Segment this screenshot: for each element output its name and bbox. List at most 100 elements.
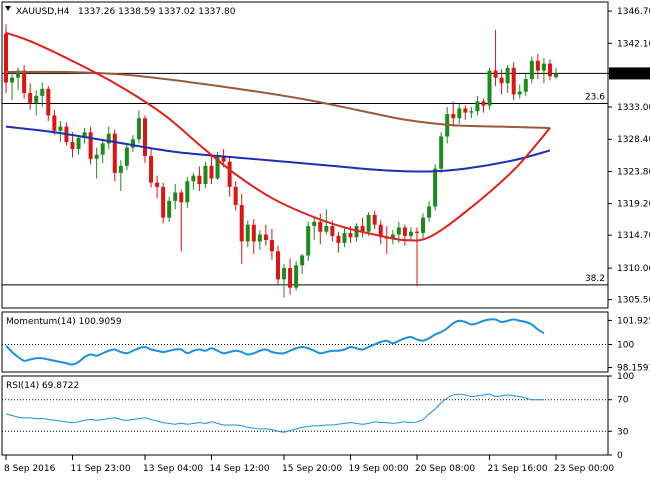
candle-body xyxy=(324,226,329,232)
price-tick-label: 1323.80 xyxy=(617,167,650,177)
candle-body xyxy=(554,73,558,78)
candle-body xyxy=(427,206,432,218)
momentum-line xyxy=(5,318,545,366)
candle-body xyxy=(348,233,353,238)
fib-level-label: 38.2 xyxy=(585,274,605,284)
candle-body xyxy=(312,221,317,227)
price-tick-label: 1319.20 xyxy=(617,200,650,210)
candle-body xyxy=(221,156,226,162)
candle-body xyxy=(149,156,154,183)
time-tick-label: 19 Sep 00:00 xyxy=(349,464,409,474)
candle-body xyxy=(300,255,305,266)
price-tick-label: 1346.70 xyxy=(617,7,650,17)
candle-body xyxy=(505,67,510,84)
candle-body xyxy=(263,234,268,241)
candle-body xyxy=(451,114,456,119)
rsi-tick-label: 70 xyxy=(617,396,629,406)
candle-body xyxy=(155,182,160,187)
candle-body xyxy=(239,205,244,242)
candle-body xyxy=(457,108,462,119)
candle-body xyxy=(372,214,377,225)
candle-body xyxy=(4,33,8,83)
candle-body xyxy=(10,77,15,83)
time-tick-label: 8 Sep 2016 xyxy=(4,464,56,474)
price-panel: 23.6 38.2 xyxy=(2,24,608,298)
candle-body xyxy=(330,226,335,236)
price-panel-frame xyxy=(1,1,609,309)
candle-body xyxy=(511,67,516,95)
sma-100-line xyxy=(5,125,551,173)
time-tick-label: 14 Sep 12:00 xyxy=(209,464,269,474)
symbol-header: XAUUSD,H4 xyxy=(16,7,70,17)
candle-body xyxy=(481,101,486,106)
rsi-panel-frame xyxy=(1,375,609,456)
candle-body xyxy=(58,126,63,131)
candle-body xyxy=(499,77,504,84)
candle-body xyxy=(463,108,468,113)
candle-body xyxy=(251,224,256,242)
candle-body xyxy=(360,226,365,232)
candle-body xyxy=(82,132,87,138)
candle-body xyxy=(179,192,184,203)
candle-body xyxy=(275,251,280,280)
candle-body xyxy=(88,132,93,159)
momentum-title: Momentum(14) 100.9059 xyxy=(6,317,122,327)
sma-200-line xyxy=(5,70,550,130)
sma-20-line xyxy=(5,31,551,242)
candle-body xyxy=(124,147,129,166)
candle-body xyxy=(209,165,214,179)
candle-body xyxy=(52,115,57,131)
candle-body xyxy=(34,95,39,103)
price-tick-label: 1314.70 xyxy=(617,231,650,241)
candle-body xyxy=(408,231,413,236)
candle-body xyxy=(342,233,347,243)
candle-body xyxy=(523,79,528,92)
candle-body xyxy=(475,101,480,112)
candle-body xyxy=(46,88,51,116)
rsi-tick-label: 100 xyxy=(617,372,634,382)
rsi-title: RSI(14) 69.8722 xyxy=(6,381,79,391)
candle-body xyxy=(288,268,293,288)
time-tick-label: 15 Sep 20:00 xyxy=(282,464,342,474)
candle-body xyxy=(40,88,45,96)
candle-body xyxy=(16,70,21,78)
candle-body xyxy=(294,265,299,288)
fib-level-label: 23.6 xyxy=(585,93,605,103)
candle-body xyxy=(354,226,359,238)
candle-body xyxy=(227,161,232,187)
candle-body xyxy=(487,70,492,106)
candle-body xyxy=(233,186,238,206)
candle-body xyxy=(439,136,444,169)
candle-body xyxy=(336,235,341,243)
momentum-tick-label: 100 xyxy=(617,341,634,351)
candle-body xyxy=(112,133,117,173)
price-tick-label: 1342.10 xyxy=(617,39,650,49)
candle-body xyxy=(130,139,135,148)
collapse-triangle-icon[interactable] xyxy=(5,6,11,11)
candle-body xyxy=(173,192,178,201)
candle-body xyxy=(378,224,383,238)
candle-body xyxy=(402,227,407,236)
current-price-marker xyxy=(609,67,650,80)
candle-body xyxy=(269,240,274,252)
rsi-tick-label: 30 xyxy=(617,427,629,437)
rsi-panel: RSI(14) 69.8722 xyxy=(2,381,608,433)
candle-body xyxy=(215,156,220,179)
candle-body xyxy=(547,63,552,77)
candle-body xyxy=(318,221,323,232)
candle-body xyxy=(118,165,123,173)
candle-body xyxy=(257,234,262,242)
candle-body xyxy=(70,142,75,150)
current-price-label: 1337.80 xyxy=(613,69,650,79)
candle-body xyxy=(143,118,148,157)
candle-body xyxy=(282,268,287,280)
time-tick-label: 13 Sep 04:00 xyxy=(143,464,203,474)
candle-body xyxy=(197,175,202,185)
candle-body xyxy=(167,200,172,218)
candle-body xyxy=(161,186,166,218)
price-tick-label: 1333.00 xyxy=(617,103,650,113)
candle-body xyxy=(245,224,250,242)
